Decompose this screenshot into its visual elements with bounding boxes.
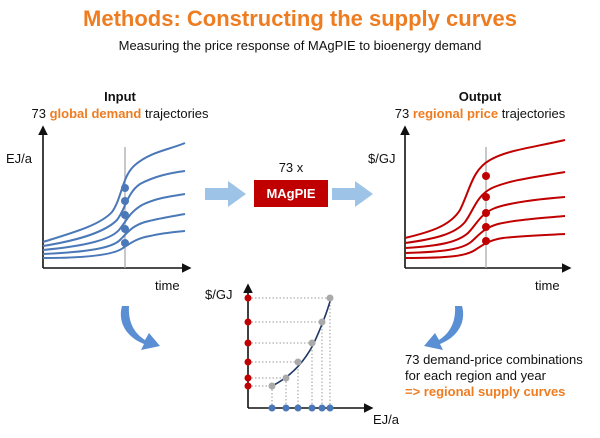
price-point-3 (482, 209, 490, 217)
supply-curve-chart (243, 283, 374, 413)
demand-axis-point-5 (318, 404, 326, 412)
supply-point-6 (326, 294, 334, 302)
price-point-2 (482, 193, 490, 201)
input-chart (38, 125, 192, 273)
output-chart (400, 125, 572, 273)
curved-arrow-left (120, 306, 160, 350)
price-trajectory-3 (404, 196, 566, 249)
price-trajectory-4 (404, 215, 566, 254)
input-count: 73 (31, 106, 46, 121)
demand-axis-point-1 (268, 404, 276, 412)
output-y-label: $/GJ (368, 151, 396, 166)
demand-trajectory-4 (42, 213, 186, 255)
price-point-5 (482, 237, 490, 245)
demand-point-2 (121, 197, 129, 205)
demand-point-4 (121, 225, 129, 233)
input-highlight: global demand (49, 106, 142, 121)
curved-arrow-right (424, 306, 464, 350)
output-description: 73 regional price trajectories (380, 105, 580, 122)
demand-axis-point-3 (294, 404, 302, 412)
supply-point-1 (268, 382, 276, 390)
model-to-output-arrow (332, 181, 373, 207)
input-y-label: EJ/a (6, 151, 33, 166)
input-heading-block: Input 73 global demand trajectories (20, 88, 220, 122)
output-x-label: time (535, 278, 560, 293)
price-axis-point-6 (244, 382, 252, 390)
supply-x-label: EJ/a (373, 412, 400, 427)
output-suffix: trajectories (501, 106, 566, 121)
page-subtitle: Measuring the price response of MAgPIE t… (118, 38, 482, 53)
input-suffix: trajectories (144, 106, 209, 121)
demand-trajectory-3 (42, 193, 186, 251)
demand-trajectory-1 (42, 142, 186, 243)
output-heading: Output (458, 89, 502, 104)
demand-axis-point-4 (308, 404, 316, 412)
price-trajectory-2 (404, 171, 566, 244)
note-line-1: 73 demand-price combinations (405, 352, 583, 367)
price-axis-point-1 (244, 294, 252, 302)
demand-trajectory-5 (42, 230, 186, 259)
input-x-label: time (155, 278, 180, 293)
input-heading: Input (104, 89, 136, 104)
result-note: 73 demand-price combinations for each re… (405, 352, 583, 400)
demand-point-3 (121, 211, 129, 219)
price-axis-point-3 (244, 339, 252, 347)
output-highlight: regional price (412, 106, 499, 121)
demand-point-5 (121, 239, 129, 247)
demand-axis-point-6 (326, 404, 334, 412)
price-point-1 (482, 172, 490, 180)
input-to-model-arrow (205, 181, 246, 207)
price-point-4 (482, 223, 490, 231)
supply-point-2 (282, 374, 290, 382)
model-multiplier: 73 x (278, 160, 304, 175)
demand-point-1 (121, 184, 129, 192)
price-axis-point-4 (244, 358, 252, 366)
page-title: Methods: Constructing the supply curves (83, 6, 517, 31)
input-description: 73 global demand trajectories (20, 105, 220, 122)
supply-point-4 (308, 339, 316, 347)
price-axis-point-2 (244, 318, 252, 326)
output-heading-block: Output 73 regional price trajectories (380, 88, 580, 122)
note-result: => regional supply curves (405, 384, 566, 399)
note-line-2: for each region and year (405, 368, 546, 383)
supply-point-3 (294, 358, 302, 366)
output-count: 73 (394, 106, 410, 121)
magpie-model-box: MAgPIE (254, 180, 328, 207)
price-trajectory-1 (404, 139, 566, 239)
supply-curve-line (271, 297, 332, 387)
supply-y-label: $/GJ (205, 287, 233, 302)
demand-axis-point-2 (282, 404, 290, 412)
price-axis-point-5 (244, 374, 252, 382)
supply-point-5 (318, 318, 326, 326)
